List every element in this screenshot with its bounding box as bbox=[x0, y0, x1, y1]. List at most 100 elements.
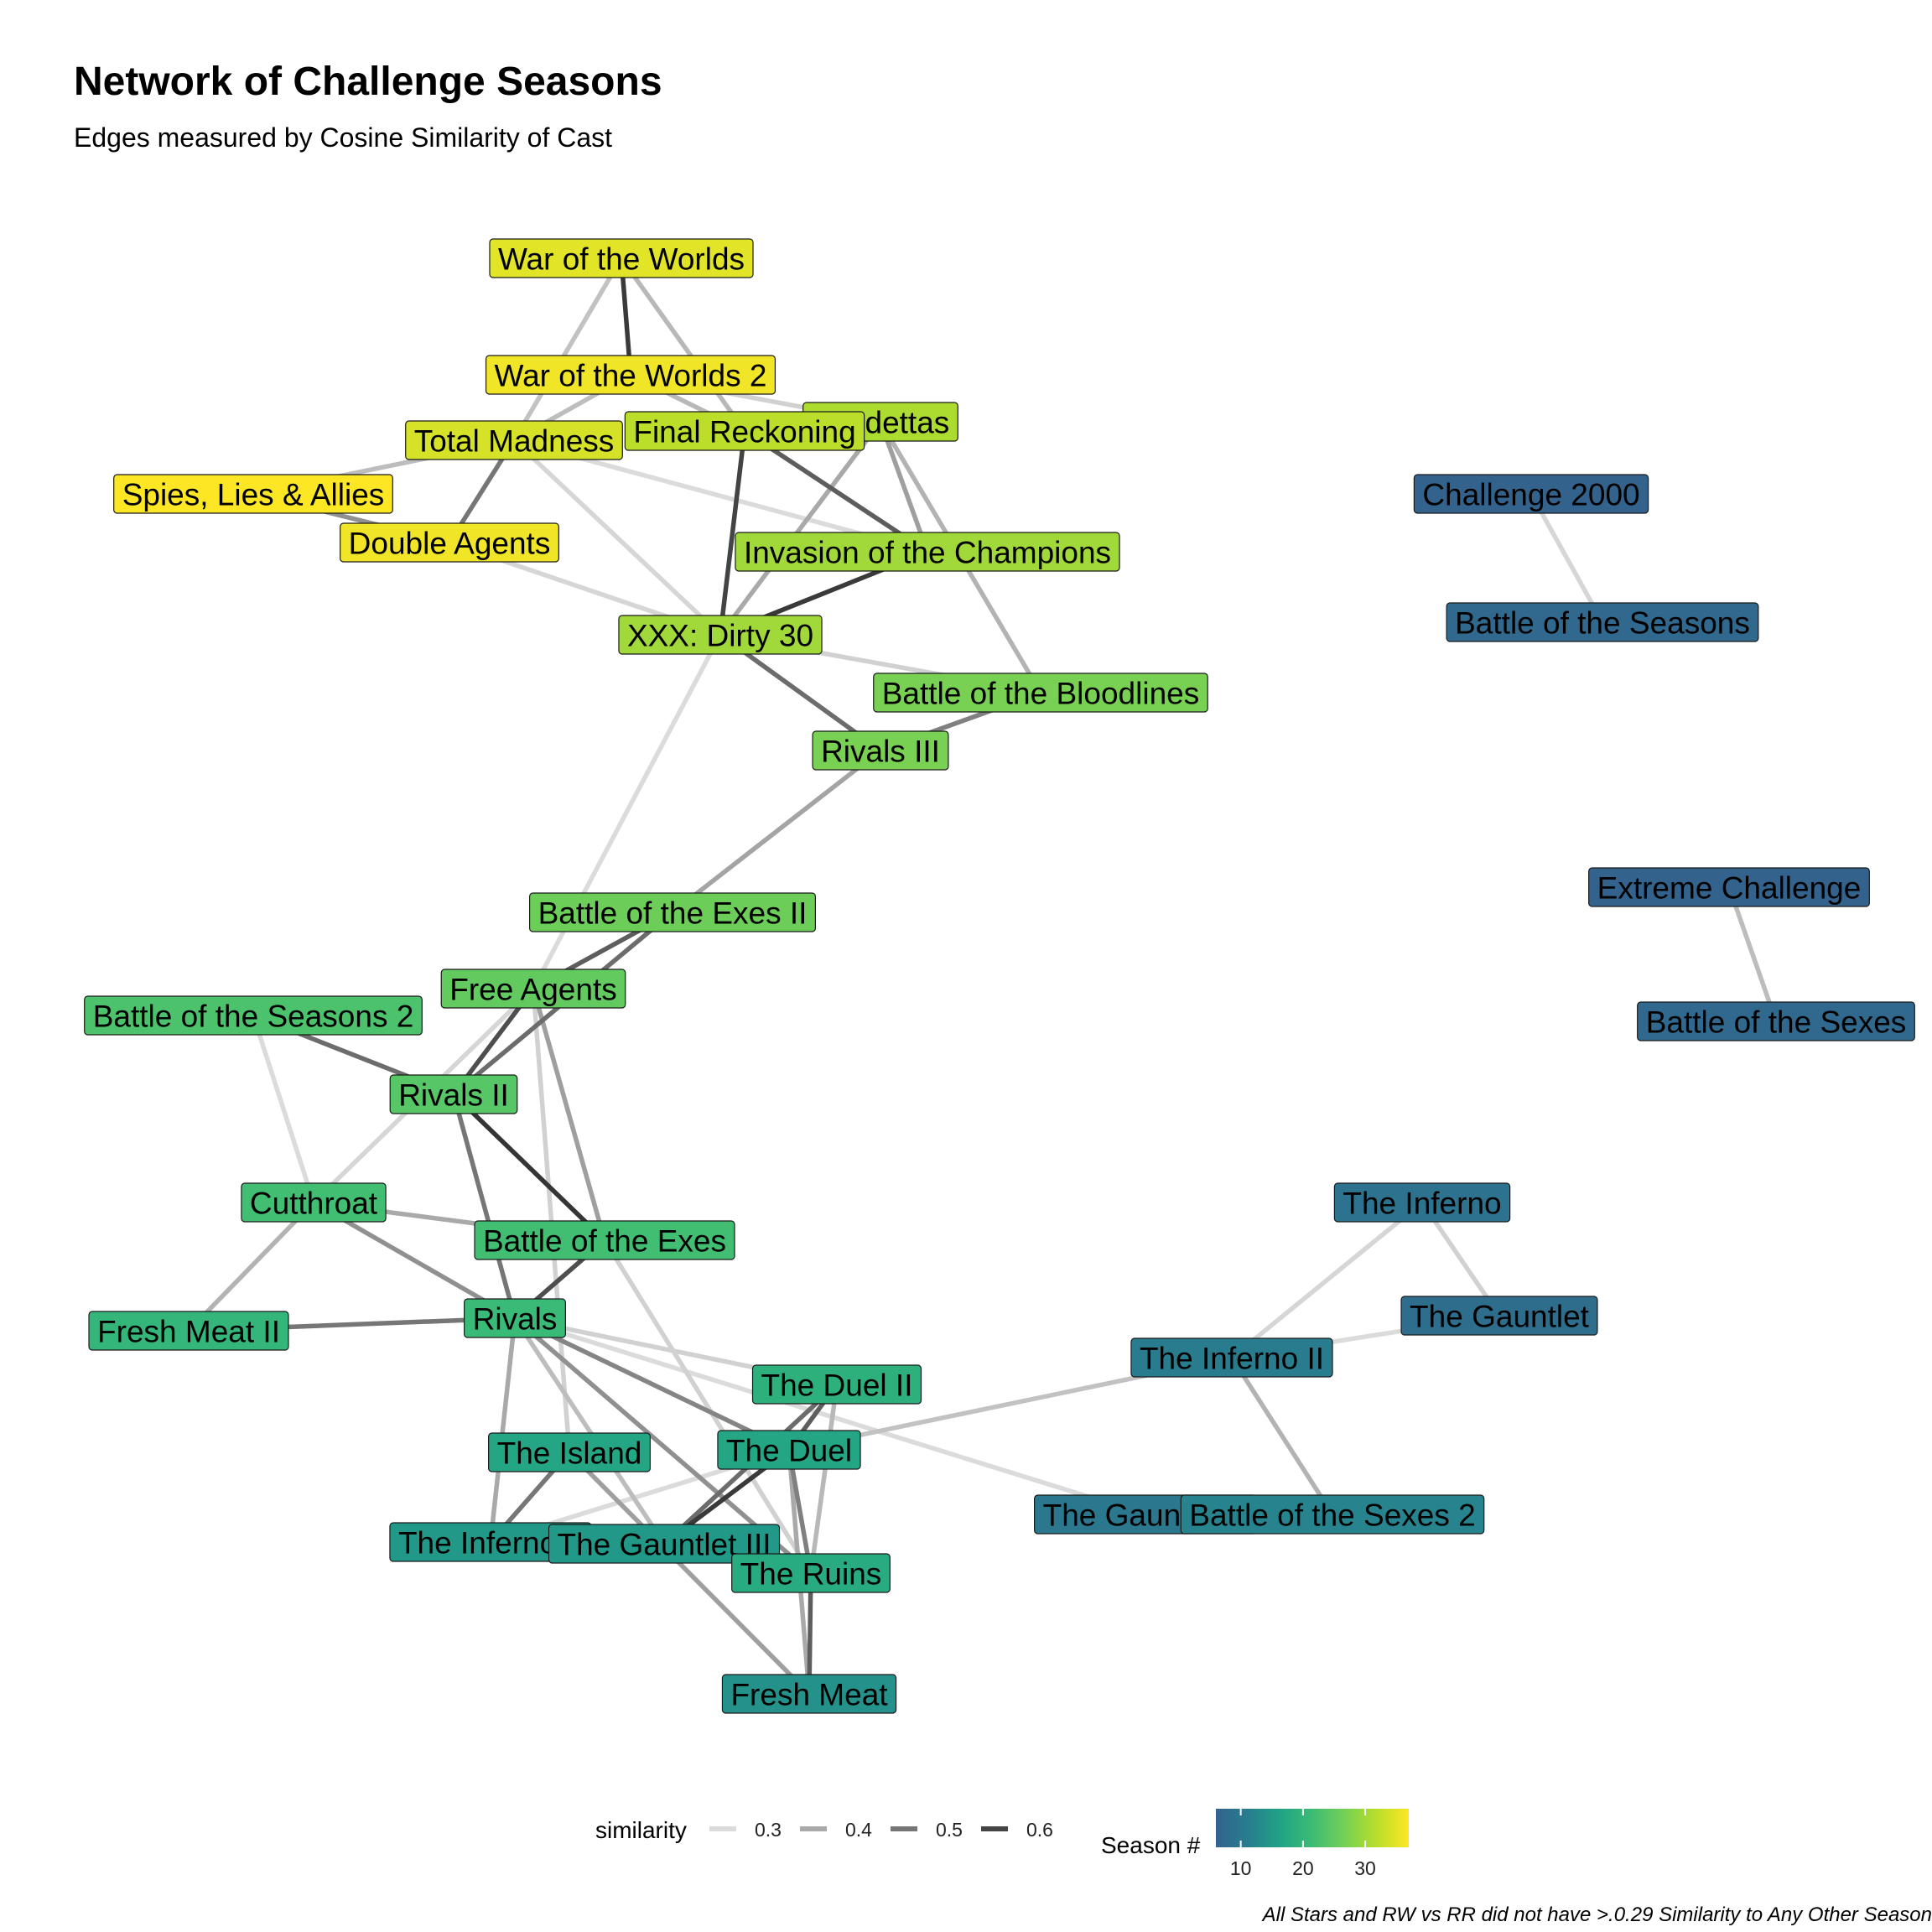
similarity-legend-keys: 0.3 0.4 0.5 0.6 bbox=[709, 1819, 1053, 1841]
node-label-bots2: Battle of the Seasons 2 bbox=[93, 1000, 414, 1034]
node-box-botb bbox=[873, 673, 1208, 713]
edge-wotw-fr bbox=[619, 256, 747, 434]
chart-caption: All Stars and RW vs RR did not have >.0.… bbox=[1262, 1903, 1932, 1926]
edge-ec-bosx bbox=[1727, 885, 1779, 1024]
node-bots: Battle of the Seasons bbox=[1446, 602, 1759, 642]
similarity-label-0.3: 0.3 bbox=[755, 1819, 782, 1841]
node-box-wotw bbox=[489, 238, 754, 278]
node-label-boe: Battle of the Exes bbox=[483, 1224, 726, 1259]
season-label-20: 20 bbox=[1292, 1857, 1314, 1879]
edge-duel2-ruins bbox=[808, 1382, 839, 1576]
edge-rivals-duel bbox=[512, 1316, 792, 1452]
season-label-10: 10 bbox=[1230, 1857, 1252, 1879]
node-box-gauntlet bbox=[1400, 1296, 1598, 1336]
node-c2000: Challenge 2000 bbox=[1413, 474, 1649, 514]
edge-rivals-gauntlet3 bbox=[512, 1316, 667, 1546]
node-box-c2000 bbox=[1413, 474, 1649, 514]
node-box-wotw2 bbox=[485, 355, 776, 395]
node-box-rivals bbox=[464, 1298, 566, 1338]
node-label-wotw: War of the Worlds bbox=[498, 242, 745, 277]
edge-bots2-ct bbox=[251, 1013, 316, 1205]
node-bosx2: Battle of the Sexes 2 bbox=[1180, 1494, 1485, 1535]
node-label-inferno: The Inferno bbox=[1343, 1187, 1501, 1221]
similarity-label-0.4: 0.4 bbox=[845, 1819, 872, 1841]
node-inferno: The Inferno bbox=[1333, 1182, 1511, 1223]
season-label-30: 30 bbox=[1354, 1857, 1376, 1879]
node-label-botb: Battle of the Bloodlines bbox=[882, 677, 1199, 711]
node-label-iotc: Invasion of the Champions bbox=[744, 536, 1111, 570]
node-box-fm2 bbox=[88, 1311, 289, 1351]
node-label-xxx: XXX: Dirty 30 bbox=[627, 619, 813, 653]
node-box-duel bbox=[717, 1430, 861, 1470]
node-fm2: Fresh Meat II bbox=[88, 1311, 289, 1351]
node-da: Double Agents bbox=[340, 522, 559, 563]
season-legend-title: Season # bbox=[1101, 1832, 1201, 1858]
node-botb: Battle of the Bloodlines bbox=[873, 673, 1208, 713]
node-box-fr bbox=[624, 411, 865, 451]
node-label-gauntlet: The Gauntlet bbox=[1410, 1300, 1590, 1334]
node-label-bosx2: Battle of the Sexes 2 bbox=[1189, 1498, 1475, 1533]
node-label-c2000: Challenge 2000 bbox=[1422, 478, 1639, 512]
node-box-duel2 bbox=[751, 1364, 922, 1405]
node-island: The Island bbox=[488, 1432, 651, 1472]
node-label-wotw2: War of the Worlds 2 bbox=[495, 359, 767, 393]
node-box-sla bbox=[113, 474, 393, 514]
node-label-fm: Fresh Meat bbox=[730, 1678, 888, 1712]
node-label-duel2: The Duel II bbox=[761, 1368, 913, 1403]
edge-tm-xxx bbox=[512, 438, 723, 637]
node-label-r2: Rivals II bbox=[398, 1078, 509, 1113]
node-label-bots: Battle of the Seasons bbox=[1455, 606, 1750, 641]
node-box-bots bbox=[1446, 602, 1759, 642]
season-colorbar bbox=[1216, 1809, 1409, 1847]
node-label-rivals: Rivals bbox=[473, 1302, 558, 1337]
node-iotc: Invasion of the Champions bbox=[735, 532, 1120, 572]
node-label-ec: Extreme Challenge bbox=[1597, 871, 1862, 906]
chart-title: Network of Challenge Seasons bbox=[74, 60, 662, 104]
node-fa: Free Agents bbox=[440, 969, 626, 1009]
node-gauntlet: The Gauntlet bbox=[1400, 1296, 1598, 1336]
node-label-r3: Rivals III bbox=[821, 735, 940, 769]
edge-vendettas-iotc bbox=[878, 419, 930, 554]
node-tm: Total Madness bbox=[405, 420, 623, 460]
node-box-r3 bbox=[812, 730, 949, 771]
edge-island-fm bbox=[567, 1450, 812, 1696]
node-box-bosx2 bbox=[1180, 1494, 1485, 1535]
node-label-fm2: Fresh Meat II bbox=[97, 1315, 280, 1349]
node-label-da: Double Agents bbox=[349, 527, 551, 561]
edge-rivals-inferno3 bbox=[488, 1316, 517, 1545]
node-box-inferno bbox=[1333, 1182, 1511, 1223]
node-inferno2: The Inferno II bbox=[1130, 1337, 1333, 1378]
node-xxx: XXX: Dirty 30 bbox=[618, 615, 823, 655]
node-fm: Fresh Meat bbox=[721, 1674, 897, 1714]
node-label-island: The Island bbox=[497, 1436, 642, 1471]
node-label-duel: The Duel bbox=[726, 1434, 852, 1468]
node-bosx: Battle of the Sexes bbox=[1637, 1001, 1915, 1041]
season-legend-ticks: 10 20 30 bbox=[1230, 1809, 1376, 1879]
node-box-ct bbox=[241, 1182, 387, 1223]
edge-ct-fm2 bbox=[186, 1200, 316, 1333]
edge-vendettas-xxx bbox=[718, 419, 883, 637]
node-box-boe bbox=[474, 1220, 735, 1260]
node-label-tm: Total Madness bbox=[414, 424, 615, 459]
node-fr: Final Reckoning bbox=[624, 411, 865, 451]
similarity-legend-title: similarity bbox=[595, 1817, 687, 1843]
node-box-fm bbox=[721, 1674, 897, 1714]
edge-wotw-tm bbox=[512, 256, 624, 443]
edge-fr-xxx bbox=[718, 428, 747, 637]
similarity-label-0.5: 0.5 bbox=[936, 1819, 963, 1841]
node-r3: Rivals III bbox=[812, 730, 949, 771]
node-box-r2 bbox=[389, 1074, 518, 1114]
node-box-bosx bbox=[1637, 1001, 1915, 1041]
node-box-inferno2 bbox=[1130, 1337, 1333, 1378]
chart-subtitle: Edges measured by Cosine Similarity of C… bbox=[74, 122, 613, 153]
node-wotw: War of the Worlds bbox=[489, 238, 754, 278]
node-label-ct: Cutthroat bbox=[250, 1187, 378, 1221]
node-box-island bbox=[488, 1432, 651, 1472]
node-box-xxx bbox=[618, 615, 823, 655]
node-box-da bbox=[340, 522, 559, 563]
node-label-fa: Free Agents bbox=[449, 973, 617, 1007]
node-box-ec bbox=[1588, 867, 1870, 907]
node-box-fa bbox=[440, 969, 626, 1009]
